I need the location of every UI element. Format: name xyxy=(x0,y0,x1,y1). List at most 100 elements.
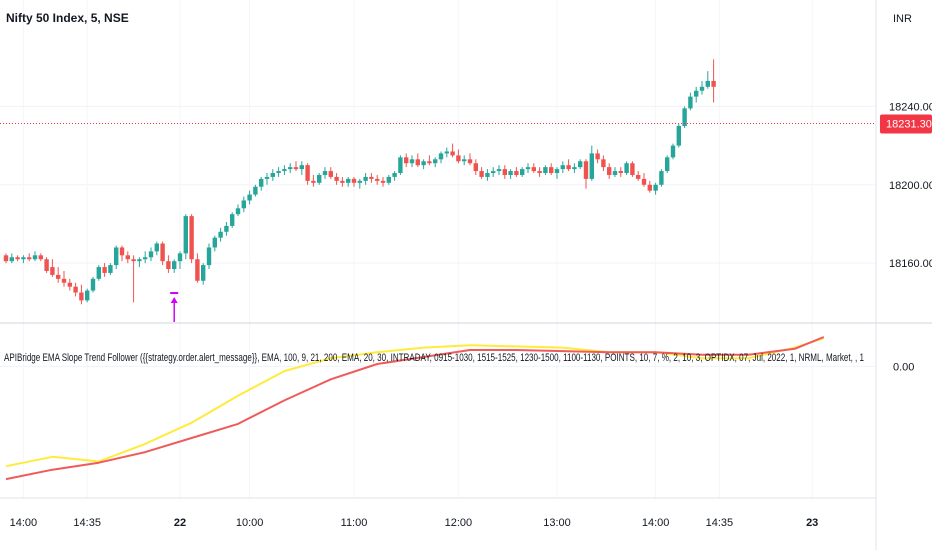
candle xyxy=(462,155,467,166)
candle xyxy=(131,255,136,303)
candle xyxy=(711,59,716,103)
candle xyxy=(537,167,542,177)
candle-body xyxy=(670,145,676,158)
candle xyxy=(44,257,49,273)
candle-body xyxy=(421,161,426,166)
candle-body xyxy=(143,257,148,260)
candle-body xyxy=(601,159,606,168)
x-tick-label: 12:00 xyxy=(445,517,473,529)
candle-body xyxy=(456,155,461,162)
candle-body xyxy=(73,286,78,293)
candle xyxy=(276,167,281,177)
candle xyxy=(293,161,299,172)
candle-body xyxy=(624,163,629,174)
candle xyxy=(148,247,154,262)
candle-body xyxy=(647,184,652,191)
candle xyxy=(473,159,478,175)
candle-body xyxy=(21,257,26,260)
candle-body xyxy=(705,80,710,87)
candle-body xyxy=(398,157,403,174)
time-axis[interactable]: 14:00 14:35 22 10:00 11:00 12:00 13:00 14:00 14:… xyxy=(10,517,819,529)
y-tick-label: 18200.00 xyxy=(889,180,932,192)
candle-body xyxy=(438,153,444,160)
candle-body xyxy=(270,173,275,177)
candle-body xyxy=(114,247,119,266)
candle-body xyxy=(415,159,420,166)
candle xyxy=(427,155,432,166)
candle-body xyxy=(328,171,333,177)
candle-body xyxy=(357,180,362,183)
candle-body xyxy=(676,126,681,146)
candle-body xyxy=(177,253,183,262)
price-axis[interactable]: 18160.00 18200.00 18240.00 0.00 xyxy=(889,101,932,373)
candle-body xyxy=(259,178,264,187)
candle-body xyxy=(61,278,67,283)
candle-body xyxy=(317,174,322,183)
candle-body xyxy=(44,259,49,271)
candle-body xyxy=(682,108,687,126)
x-tick-label: 23 xyxy=(806,517,818,529)
candle xyxy=(699,80,705,95)
candle xyxy=(79,284,84,305)
candle-body xyxy=(525,167,531,170)
candle xyxy=(386,174,391,185)
candle xyxy=(212,235,217,252)
candle xyxy=(514,167,519,177)
candle xyxy=(554,167,560,179)
candle-body xyxy=(282,169,287,172)
candle xyxy=(183,214,188,260)
candle-body xyxy=(549,167,554,174)
symbol-title: Nifty 50 Index, 5, NSE xyxy=(6,11,129,25)
candle xyxy=(421,159,426,170)
grid-lines xyxy=(0,105,876,367)
candle xyxy=(50,259,55,277)
candle-body xyxy=(444,151,449,154)
last-price-badge xyxy=(880,114,932,134)
candle xyxy=(143,251,148,264)
candle-body xyxy=(334,176,339,181)
candle-body xyxy=(27,257,32,260)
candle xyxy=(322,167,328,179)
candle xyxy=(450,143,455,158)
candle-body xyxy=(641,178,647,185)
candle-body xyxy=(508,171,513,175)
candle xyxy=(572,163,577,174)
candle xyxy=(560,161,565,174)
last-price-label: 18231.30 xyxy=(886,118,932,130)
candle-body xyxy=(351,178,357,183)
candle xyxy=(15,255,20,262)
candle-body xyxy=(90,278,96,291)
candle xyxy=(491,167,496,177)
candle xyxy=(340,176,345,187)
candle xyxy=(520,167,525,177)
candle-body xyxy=(589,153,594,179)
candle xyxy=(351,176,357,187)
candle xyxy=(636,171,641,181)
candle xyxy=(688,92,693,111)
candle xyxy=(357,178,362,189)
candle xyxy=(177,251,183,270)
candle-body xyxy=(160,243,165,262)
candle-body xyxy=(131,259,136,262)
candle-body xyxy=(201,265,206,281)
candle-body xyxy=(102,267,107,273)
candle xyxy=(299,161,304,175)
x-tick-label: 14:00 xyxy=(10,517,38,529)
candle xyxy=(3,253,9,264)
candle xyxy=(56,267,61,283)
candle xyxy=(346,176,351,187)
candle xyxy=(166,255,171,273)
candle xyxy=(444,147,449,158)
candle xyxy=(375,174,380,185)
candle-body xyxy=(473,163,478,172)
candle xyxy=(705,71,710,89)
candle xyxy=(218,227,223,242)
candle xyxy=(317,173,322,185)
candle-body xyxy=(572,167,577,170)
candle xyxy=(479,167,484,179)
x-tick-label: 14:35 xyxy=(73,517,101,529)
candle xyxy=(508,169,513,179)
candle-body xyxy=(392,173,397,177)
candle-body xyxy=(108,265,113,273)
candle-body xyxy=(537,171,542,174)
